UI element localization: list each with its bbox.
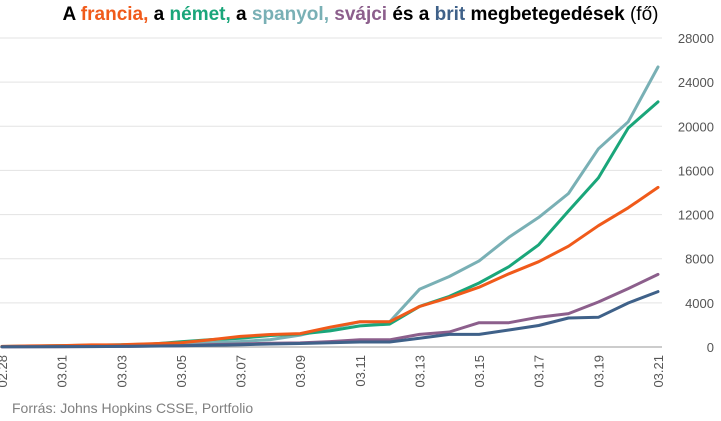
title-part-2: a — [148, 4, 170, 25]
y-tick-label: 28000 — [678, 31, 714, 46]
title-uk: brit — [434, 4, 466, 25]
title-spain: spanyol, — [251, 4, 329, 25]
x-tick-label: 03.01 — [55, 355, 70, 388]
x-tick-label: 03.03 — [114, 355, 129, 388]
title-germany: német, — [169, 4, 231, 25]
y-tick-label: 16000 — [678, 163, 714, 178]
x-tick-label: 03.15 — [472, 355, 487, 388]
x-tick-label: 03.07 — [234, 355, 249, 388]
y-axis-ticks: 0 4000 8000 12000 16000 20000 24000 28000 — [678, 31, 714, 355]
series-line-német — [0, 100, 660, 348]
x-tick-label: 03.11 — [353, 355, 368, 387]
x-tick-label: 03.13 — [412, 355, 427, 388]
x-tick-label: 03.21 — [651, 355, 666, 388]
title-switzerland: svájci — [334, 4, 388, 25]
series-lines — [0, 65, 660, 349]
y-tick-label: 20000 — [678, 119, 714, 134]
chart-title: A francia, a német, a spanyol, svájci és… — [0, 4, 721, 26]
series-line-brit — [0, 290, 660, 349]
y-tick-label: 12000 — [678, 208, 714, 223]
title-france: francia, — [80, 4, 149, 25]
x-tick-label: 03.05 — [174, 355, 189, 388]
title-unit: (fő) — [629, 4, 659, 25]
y-tick-label: 4000 — [685, 296, 714, 311]
x-tick-label: 02.28 — [0, 355, 10, 388]
series-line-francia — [0, 185, 660, 348]
title-part-1: A — [62, 4, 81, 25]
series-line-spanyol — [0, 65, 660, 349]
title-part-3: a — [230, 4, 252, 25]
x-axis-ticks: 02.28 03.01 03.03 03.05 03.07 03.09 03.11 03.13… — [0, 355, 666, 388]
title-part-6: megbetegedések — [465, 4, 630, 25]
y-tick-label: 24000 — [678, 75, 714, 90]
title-part-5: és a — [387, 4, 435, 25]
x-tick-label: 03.17 — [532, 355, 547, 388]
x-tick-label: 03.09 — [293, 355, 308, 388]
x-tick-label: 03.19 — [591, 355, 606, 388]
y-tick-label: 0 — [707, 340, 714, 355]
source-note: Forrás: Johns Hopkins CSSE, Portfolio — [12, 400, 254, 416]
y-tick-label: 8000 — [685, 252, 714, 267]
gridlines — [0, 37, 662, 348]
series-line-svájci — [0, 272, 660, 349]
